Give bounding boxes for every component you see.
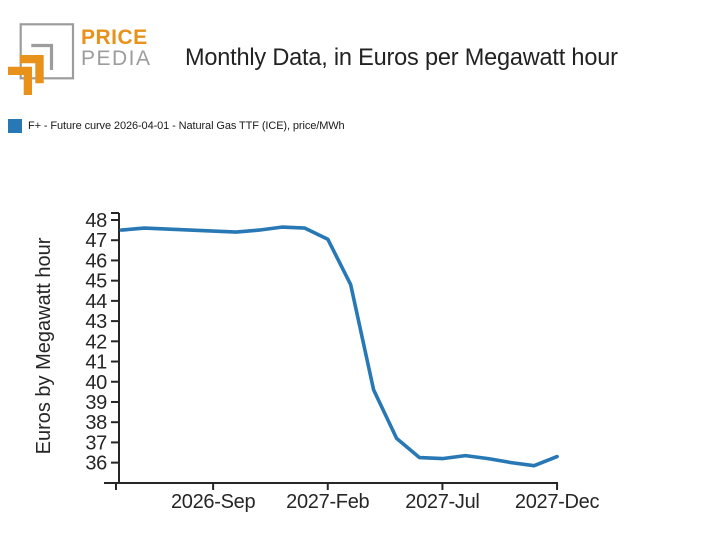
brand-pedia-text: PEDIA [81,47,152,70]
svg-text:36: 36 [85,453,107,475]
page-title: Monthly Data, in Euros per Megawatt hour [185,44,618,71]
svg-text:45: 45 [85,271,107,293]
brand-price-text: PRICE [81,26,148,49]
logo-gray-bracket [31,43,54,70]
svg-text:47: 47 [85,230,107,252]
legend-color-swatch [8,119,22,133]
pricepedia-logo [8,20,75,95]
price-line-chart: 36 37 38 39 40 41 42 43 44 45 46 47 48 2026-Sep 2027-F… [0,160,712,555]
chart-legend: F+ - Future curve 2026-04-01 - Natural G… [8,119,345,133]
svg-text:44: 44 [85,291,107,313]
svg-text:48: 48 [85,210,107,232]
svg-text:2027-Jul: 2027-Jul [405,491,479,513]
svg-text:46: 46 [85,250,107,272]
svg-text:2027-Feb: 2027-Feb [286,491,369,513]
svg-text:38: 38 [85,412,107,434]
svg-text:41: 41 [85,352,107,374]
logo-orange-bracket-1 [19,55,44,84]
svg-text:2027-Dec: 2027-Dec [515,491,600,513]
pricepedia-wordmark: PRICE PEDIA [81,27,152,69]
pricepedia-logo-mark [8,23,75,95]
y-axis-title: Euros by Megawatt hour [33,237,55,454]
legend-series-label: F+ - Future curve 2026-04-01 - Natural G… [28,120,345,132]
svg-text:43: 43 [85,311,107,333]
axes [104,212,559,490]
future-curve-line [119,225,559,468]
svg-text:42: 42 [85,331,107,353]
svg-text:37: 37 [85,432,107,454]
logo-square [19,23,75,80]
svg-text:39: 39 [85,392,107,414]
logo-orange-bracket-2 [8,66,32,95]
svg-text:2026-Sep: 2026-Sep [171,491,256,513]
svg-text:40: 40 [85,372,107,394]
